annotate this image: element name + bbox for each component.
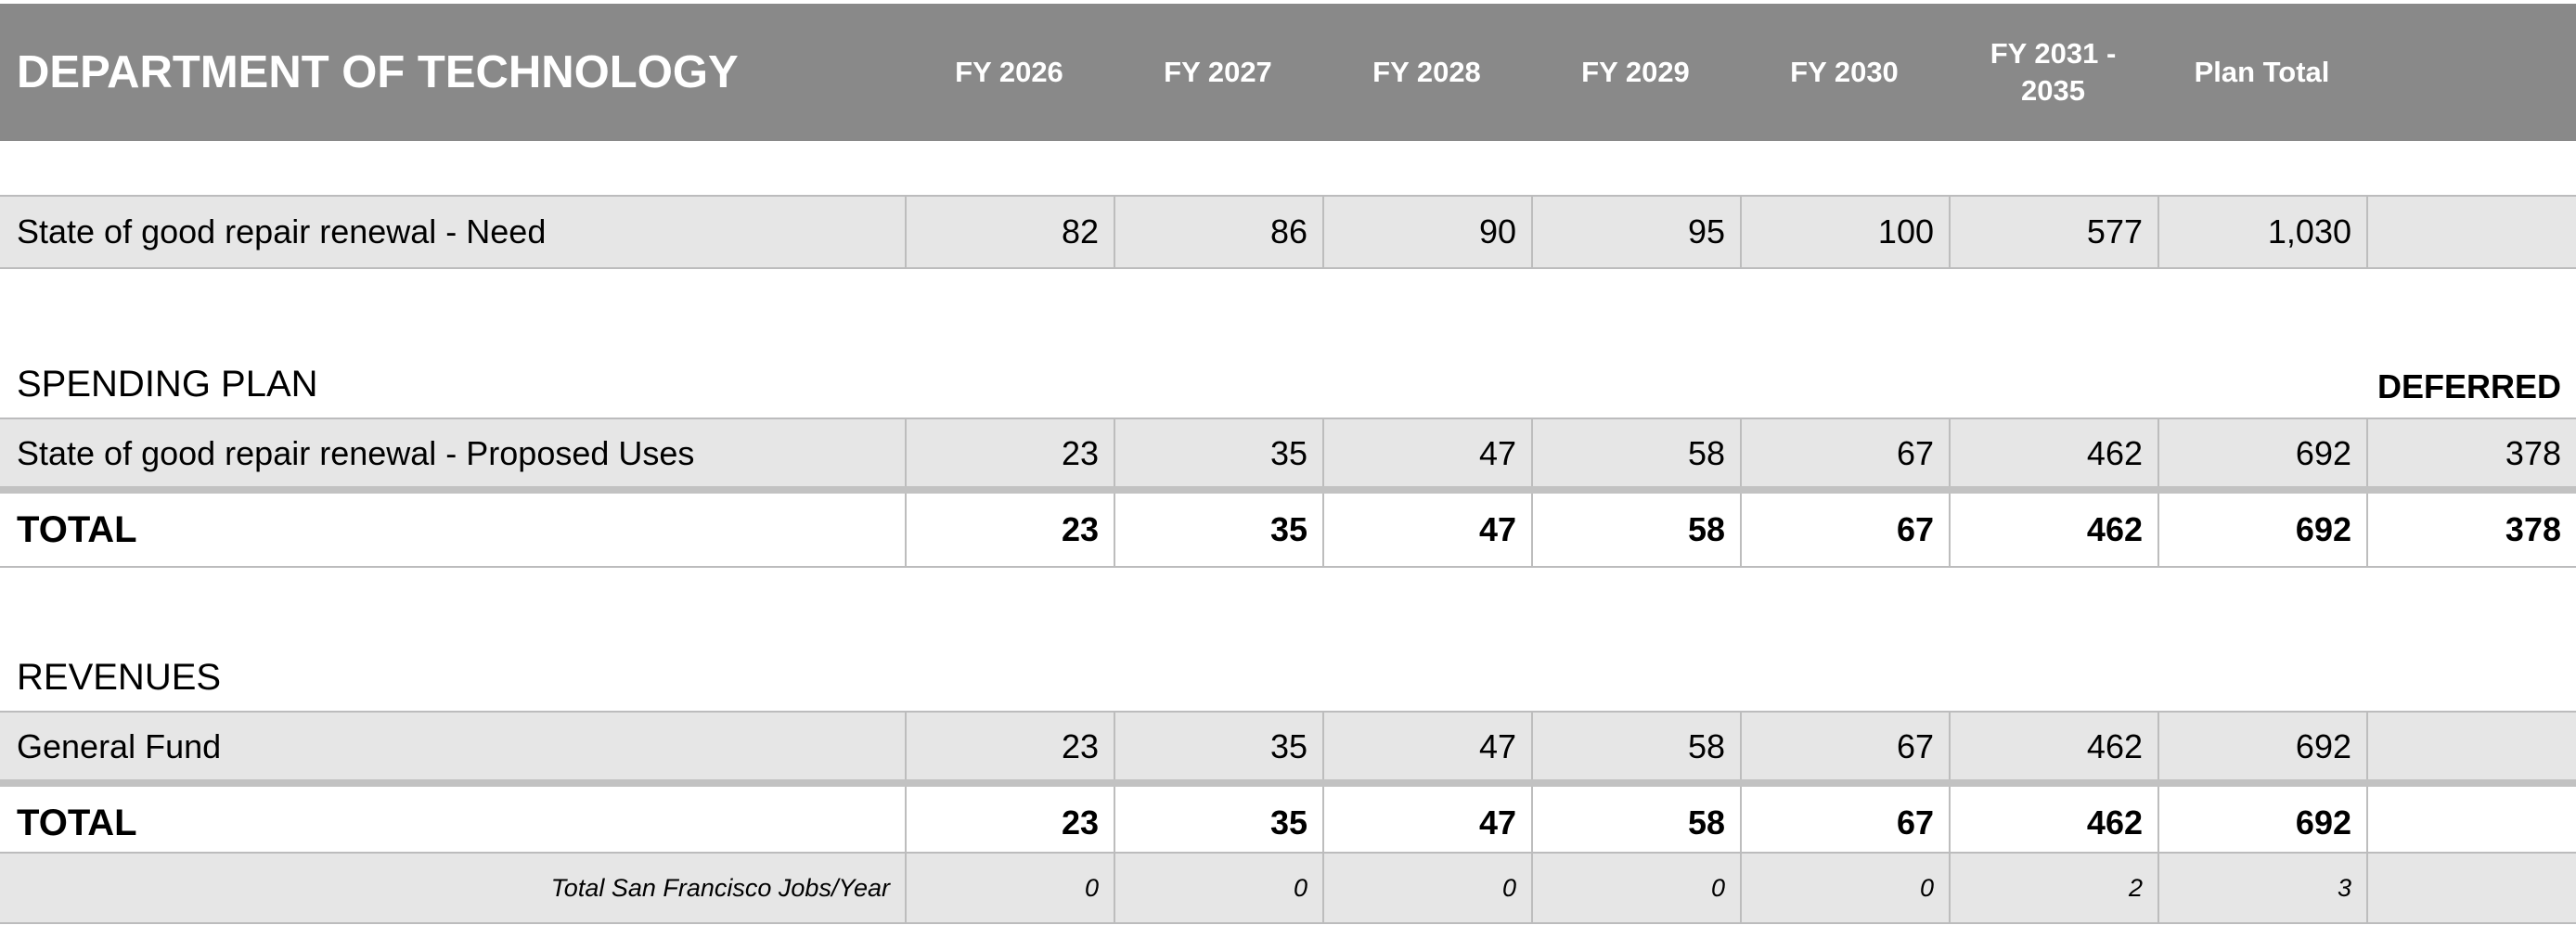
cell-value: 95 <box>1531 197 1740 267</box>
total-label: TOTAL <box>17 508 137 550</box>
cell-value: 577 <box>1949 197 2157 267</box>
column-header-deferred <box>2366 4 2576 141</box>
deferred-label: DEFERRED <box>2376 367 2561 405</box>
cell-value: 692 <box>2157 419 2366 488</box>
jobs-value: 0 <box>1740 854 1949 922</box>
section-title-spending-plan: SPENDING PLAN <box>17 364 318 405</box>
total-value: 67 <box>1740 787 1949 859</box>
column-header-plan-total: Plan Total <box>2194 55 2330 88</box>
cell-value: 86 <box>1114 197 1322 267</box>
total-value: 462 <box>1949 787 2157 859</box>
row-label: State of good repair renewal - Need <box>17 212 547 251</box>
cell-value: 58 <box>1531 713 1740 781</box>
cell-value: 462 <box>1949 713 2157 781</box>
department-title: DEPARTMENT OF TECHNOLOGY <box>17 47 739 97</box>
jobs-value: 3 <box>2157 854 2366 922</box>
cell-value <box>2366 197 2576 267</box>
section-title-revenues: REVENUES <box>17 657 222 698</box>
column-header-fy2030: FY 2030 <box>1790 55 1899 88</box>
jobs-value: 0 <box>1531 854 1740 922</box>
total-value: 47 <box>1322 787 1531 859</box>
cell-value: 23 <box>905 419 1114 488</box>
cell-value: 462 <box>1949 419 2157 488</box>
total-value: 58 <box>1531 787 1740 859</box>
jobs-value <box>2366 854 2576 922</box>
cell-value: 47 <box>1322 713 1531 781</box>
cell-value: 67 <box>1740 713 1949 781</box>
table-header: DEPARTMENT OF TECHNOLOGY FY 2026 FY 2027… <box>0 4 2576 141</box>
cell-value: 1,030 <box>2157 197 2366 267</box>
total-value: 47 <box>1322 494 1531 566</box>
total-value: 692 <box>2157 494 2366 566</box>
jobs-value: 0 <box>1322 854 1531 922</box>
revenue-total-row: TOTAL 23 35 47 58 67 462 692 <box>0 779 2576 861</box>
need-row: State of good repair renewal - Need 82 8… <box>0 195 2576 269</box>
total-value <box>2366 787 2576 859</box>
total-value: 23 <box>905 494 1114 566</box>
column-header-fy2028: FY 2028 <box>1372 55 1481 88</box>
cell-value: 35 <box>1114 713 1322 781</box>
cell-value: 692 <box>2157 713 2366 781</box>
total-value: 67 <box>1740 494 1949 566</box>
total-value: 692 <box>2157 787 2366 859</box>
jobs-value: 0 <box>1114 854 1322 922</box>
cell-value: 47 <box>1322 419 1531 488</box>
cell-value: 58 <box>1531 419 1740 488</box>
total-label: TOTAL <box>17 802 137 843</box>
total-value: 378 <box>2366 494 2576 566</box>
jobs-row: Total San Francisco Jobs/Year 0 0 0 0 0 … <box>0 852 2576 924</box>
cell-value: 23 <box>905 713 1114 781</box>
jobs-value: 0 <box>905 854 1114 922</box>
cell-value: 82 <box>905 197 1114 267</box>
cell-value: 90 <box>1322 197 1531 267</box>
row-label: General Fund <box>17 727 222 765</box>
cell-value: 378 <box>2366 419 2576 488</box>
jobs-label: Total San Francisco Jobs/Year <box>550 873 890 902</box>
jobs-value: 2 <box>1949 854 2157 922</box>
column-header-fy2029: FY 2029 <box>1581 55 1690 88</box>
column-header-fy2026: FY 2026 <box>955 55 1063 88</box>
column-header-fy2027: FY 2027 <box>1164 55 1272 88</box>
row-label: State of good repair renewal - Proposed … <box>17 434 695 472</box>
total-value: 23 <box>905 787 1114 859</box>
revenue-row: General Fund 23 35 47 58 67 462 692 <box>0 711 2576 783</box>
total-value: 462 <box>1949 494 2157 566</box>
total-value: 58 <box>1531 494 1740 566</box>
cell-value: 67 <box>1740 419 1949 488</box>
spending-total-row: TOTAL 23 35 47 58 67 462 692 378 <box>0 486 2576 568</box>
cell-value: 35 <box>1114 419 1322 488</box>
total-value: 35 <box>1114 787 1322 859</box>
spending-row: State of good repair renewal - Proposed … <box>0 418 2576 490</box>
cell-value: 100 <box>1740 197 1949 267</box>
cell-value <box>2366 713 2576 781</box>
column-header-fy2031-2035: FY 2031 - 2035 <box>1990 36 2117 107</box>
total-value: 35 <box>1114 494 1322 566</box>
